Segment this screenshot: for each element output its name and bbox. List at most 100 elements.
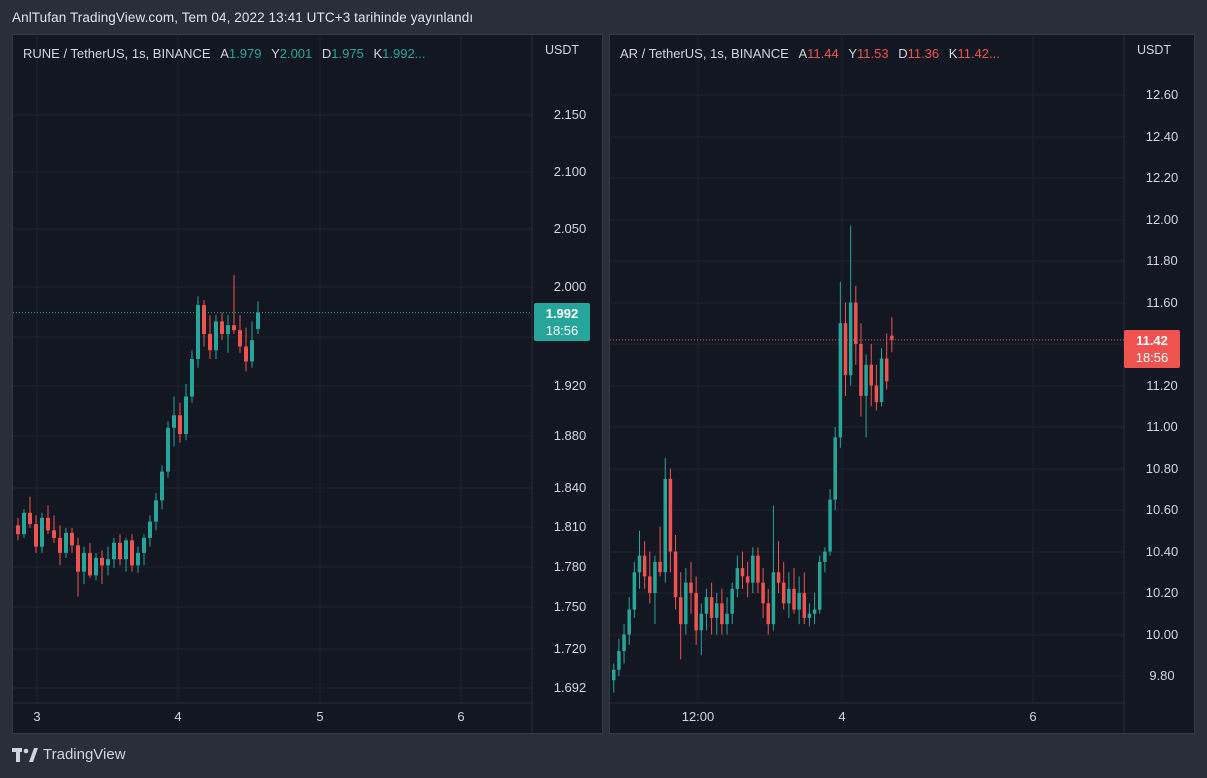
rune-candle [34, 515, 38, 553]
ar-candlestick-chart[interactable]: 12.6012.4012.2012.0011.8011.6011.4011.20… [610, 35, 1194, 733]
rune-candle [154, 492, 158, 531]
ar-candle [812, 593, 817, 625]
rune-candle [196, 296, 200, 368]
ar-candle-body [838, 323, 843, 438]
ar-candle [848, 225, 853, 386]
rune-candle-body [184, 396, 188, 435]
ar-candle [864, 354, 868, 438]
ar-candle [781, 561, 786, 610]
ar-candle-body [730, 588, 734, 614]
rune-candle [82, 546, 86, 585]
ar-candle-body [699, 613, 704, 631]
ar-price-unit: USDT [1137, 43, 1172, 57]
ar-candle-body [802, 593, 807, 618]
rune-candle-body [112, 542, 116, 560]
ar-candle-body [756, 555, 760, 583]
ar-close-value: 11.42... [957, 46, 1000, 61]
rune-candle [250, 321, 254, 368]
rune-y-tick-label: 2.050 [554, 221, 587, 236]
ar-y-tick-label: 12.60 [1146, 87, 1179, 102]
ar-candle-body [673, 551, 678, 598]
ar-candle-body [689, 582, 693, 593]
ar-candle [818, 555, 822, 614]
rune-y-tick-label: 1.880 [554, 428, 587, 443]
rune-candle-body [76, 545, 80, 572]
rune-candle [46, 505, 50, 535]
rune-candle [112, 537, 116, 568]
rune-close-label: K [373, 46, 383, 61]
ar-candle-body [854, 302, 858, 344]
rune-candle-body [166, 427, 170, 472]
chart-panel-rune[interactable]: 2.1502.1002.0502.0001.9601.9201.8801.840… [12, 34, 603, 734]
ar-candle [668, 468, 673, 573]
ar-candle-body [812, 609, 817, 614]
ar-y-tick-label: 11.20 [1146, 378, 1178, 393]
ar-candle-body [761, 582, 765, 604]
tradingview-logo-icon [12, 747, 38, 762]
ar-candle [612, 663, 616, 693]
ar-candle [684, 568, 688, 635]
ar-candle-body [612, 669, 616, 681]
rune-candle-body [148, 521, 152, 538]
rune-candle [190, 350, 194, 403]
ar-candle [859, 323, 863, 417]
ar-candle-body [663, 478, 667, 573]
rune-low-label: D [321, 46, 332, 61]
ar-candle-body [642, 555, 647, 577]
ar-candle-body [859, 344, 863, 396]
ar-candle-body [771, 572, 776, 625]
rune-candle [226, 315, 230, 353]
rune-open-value: 1.979 [228, 46, 262, 61]
ar-candle [709, 582, 714, 635]
rune-candle [76, 537, 80, 597]
ar-close-label: K [948, 46, 958, 61]
rune-candle [118, 534, 122, 566]
ar-candle-body [884, 358, 889, 382]
rune-candle [100, 550, 104, 585]
ar-low-label: D [898, 46, 908, 61]
ar-candle-body [627, 609, 631, 635]
rune-candle-body [244, 346, 248, 362]
ar-candle-body [653, 561, 657, 593]
rune-candles [16, 275, 260, 597]
rune-candle [58, 525, 62, 566]
ar-candle [632, 561, 637, 618]
ar-candle [843, 302, 848, 396]
ar-x-tick-label: 12:00 [682, 709, 715, 724]
ar-candle [787, 572, 791, 618]
rune-candle-body [58, 537, 62, 553]
rune-y-tick-label: 2.150 [554, 107, 587, 122]
rune-candle [70, 527, 74, 553]
ar-candle-body [725, 613, 729, 625]
rune-candle-body [142, 537, 146, 553]
rune-candle [124, 537, 128, 572]
ar-candle-body [766, 603, 770, 625]
rune-symbol: RUNE / TetherUS, 1s, BINANCE [23, 46, 211, 61]
rune-y-tick-label: 1.780 [554, 559, 587, 574]
rune-candle [208, 315, 212, 359]
ar-candle-body [684, 582, 688, 625]
rune-candle-body [256, 312, 260, 329]
rune-candle-body [232, 325, 236, 331]
ar-candle-body [864, 364, 868, 396]
tradingview-brand[interactable]: TradingView [12, 746, 126, 763]
ar-candle [756, 547, 760, 593]
rune-candle-body [154, 500, 158, 522]
rune-candle-body [118, 542, 122, 560]
ar-last-price-tag: 11.42 18:56 [1124, 329, 1180, 368]
rune-candle-body [130, 540, 134, 566]
rune-candle-body [94, 557, 98, 576]
ar-candle [802, 572, 807, 625]
chart-panel-ar[interactable]: 12.6012.4012.2012.0011.8011.6011.4011.20… [609, 34, 1195, 734]
rune-candle-body [226, 325, 230, 334]
ar-candle-body [787, 588, 791, 604]
ar-candle-body [617, 651, 621, 670]
rune-open-label: A [220, 46, 229, 61]
ar-y-tick-label: 10.40 [1146, 544, 1179, 559]
ar-symbol: AR / TetherUS, 1s, BINANCE [620, 46, 789, 61]
rune-candle [184, 383, 188, 441]
ar-candle [761, 568, 765, 618]
ar-candle-body [874, 385, 879, 403]
rune-candle-body [202, 305, 206, 334]
rune-candlestick-chart[interactable]: 2.1502.1002.0502.0001.9601.9201.8801.840… [13, 35, 602, 733]
